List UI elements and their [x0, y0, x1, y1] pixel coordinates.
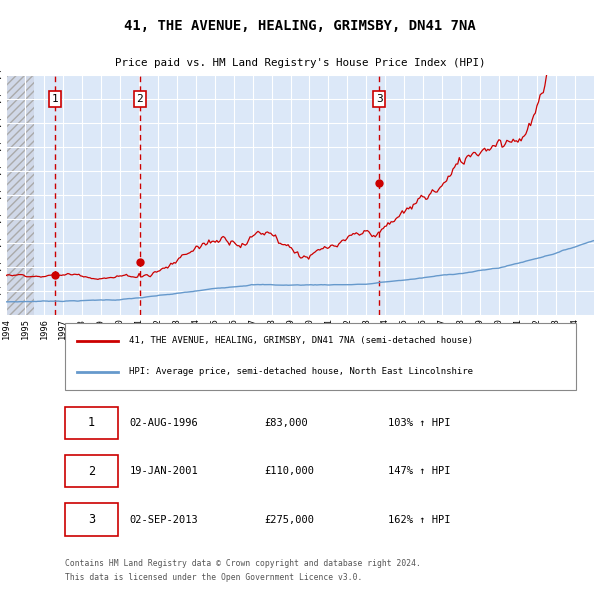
Text: HPI: Average price, semi-detached house, North East Lincolnshire: HPI: Average price, semi-detached house,…: [130, 367, 473, 376]
Bar: [6, 75, 34, 315]
Text: £83,000: £83,000: [265, 418, 308, 428]
Text: 147% ↑ HPI: 147% ↑ HPI: [388, 466, 451, 476]
FancyBboxPatch shape: [65, 503, 118, 536]
FancyBboxPatch shape: [65, 407, 118, 439]
Text: 162% ↑ HPI: 162% ↑ HPI: [388, 514, 451, 525]
Text: 19-JAN-2001: 19-JAN-2001: [130, 466, 198, 476]
FancyBboxPatch shape: [65, 455, 118, 487]
Text: Contains HM Land Registry data © Crown copyright and database right 2024.: Contains HM Land Registry data © Crown c…: [65, 559, 421, 568]
FancyBboxPatch shape: [65, 323, 577, 391]
Text: 2: 2: [136, 94, 143, 104]
Text: 1: 1: [52, 94, 58, 104]
Text: 1: 1: [88, 416, 95, 429]
Text: 02-SEP-2013: 02-SEP-2013: [130, 514, 198, 525]
Text: 3: 3: [376, 94, 382, 104]
Text: 41, THE AVENUE, HEALING, GRIMSBY, DN41 7NA (semi-detached house): 41, THE AVENUE, HEALING, GRIMSBY, DN41 7…: [130, 336, 473, 345]
Text: 02-AUG-1996: 02-AUG-1996: [130, 418, 198, 428]
Text: 3: 3: [88, 513, 95, 526]
Text: This data is licensed under the Open Government Licence v3.0.: This data is licensed under the Open Gov…: [65, 573, 362, 582]
Text: £110,000: £110,000: [265, 466, 315, 476]
Text: £275,000: £275,000: [265, 514, 315, 525]
Text: 2: 2: [88, 465, 95, 478]
Text: Price paid vs. HM Land Registry's House Price Index (HPI): Price paid vs. HM Land Registry's House …: [115, 58, 485, 68]
Text: 103% ↑ HPI: 103% ↑ HPI: [388, 418, 451, 428]
Text: 41, THE AVENUE, HEALING, GRIMSBY, DN41 7NA: 41, THE AVENUE, HEALING, GRIMSBY, DN41 7…: [124, 19, 476, 32]
